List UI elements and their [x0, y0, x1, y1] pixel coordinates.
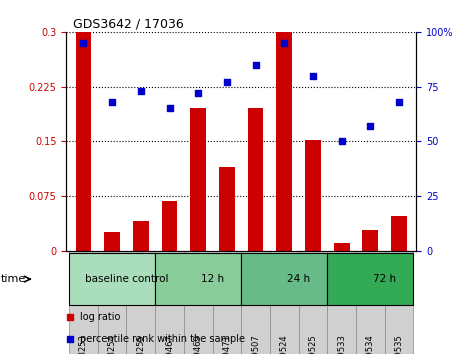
- Point: [194, 90, 202, 96]
- Point: [280, 40, 288, 46]
- FancyBboxPatch shape: [356, 251, 385, 354]
- Point: [137, 88, 145, 94]
- Point: [252, 62, 259, 68]
- Text: GSM269471: GSM269471: [222, 335, 231, 354]
- Point: [108, 99, 116, 105]
- Text: percentile rank within the sample: percentile rank within the sample: [80, 334, 245, 344]
- FancyBboxPatch shape: [69, 251, 98, 354]
- Text: GSM269525: GSM269525: [308, 335, 317, 354]
- Text: GDS3642 / 17036: GDS3642 / 17036: [73, 18, 184, 31]
- FancyBboxPatch shape: [184, 251, 212, 354]
- Text: baseline control: baseline control: [85, 274, 168, 284]
- Text: GSM269507: GSM269507: [251, 335, 260, 354]
- Bar: [276, 32, 292, 251]
- Bar: [190, 108, 206, 251]
- Text: GSM269469: GSM269469: [194, 335, 203, 354]
- Bar: [305, 140, 321, 251]
- Text: log ratio: log ratio: [80, 312, 121, 322]
- FancyBboxPatch shape: [212, 251, 241, 354]
- FancyBboxPatch shape: [270, 251, 298, 354]
- FancyBboxPatch shape: [155, 251, 184, 354]
- Text: time: time: [1, 274, 26, 284]
- FancyBboxPatch shape: [69, 253, 155, 305]
- Text: GSM269467: GSM269467: [165, 335, 174, 354]
- Bar: [162, 201, 177, 251]
- Text: 24 h: 24 h: [287, 274, 310, 284]
- Point: [338, 138, 345, 144]
- FancyBboxPatch shape: [241, 251, 270, 354]
- Text: GSM269524: GSM269524: [280, 335, 289, 354]
- Text: 12 h: 12 h: [201, 274, 224, 284]
- Bar: [334, 243, 350, 251]
- Bar: [104, 233, 120, 251]
- Point: [309, 73, 317, 79]
- Point: [223, 79, 231, 85]
- Bar: [248, 108, 263, 251]
- FancyBboxPatch shape: [126, 251, 155, 354]
- Point: [395, 99, 403, 105]
- Point: [269, 253, 277, 258]
- Text: GSM268253: GSM268253: [79, 335, 88, 354]
- Text: GSM269534: GSM269534: [366, 335, 375, 354]
- Point: [269, 56, 277, 62]
- FancyBboxPatch shape: [298, 251, 327, 354]
- Point: [166, 105, 173, 111]
- Bar: [362, 230, 378, 251]
- FancyBboxPatch shape: [241, 253, 327, 305]
- Text: GSM268254: GSM268254: [108, 335, 117, 354]
- Point: [79, 40, 87, 46]
- Text: 72 h: 72 h: [373, 274, 396, 284]
- Bar: [391, 216, 407, 251]
- Point: [367, 123, 374, 129]
- FancyBboxPatch shape: [98, 251, 126, 354]
- Text: GSM268255: GSM268255: [136, 335, 145, 354]
- FancyBboxPatch shape: [155, 253, 241, 305]
- Bar: [219, 167, 235, 251]
- Bar: [76, 32, 91, 251]
- Bar: [133, 222, 149, 251]
- FancyBboxPatch shape: [385, 251, 413, 354]
- FancyBboxPatch shape: [327, 251, 356, 354]
- Text: GSM269533: GSM269533: [337, 335, 346, 354]
- FancyBboxPatch shape: [327, 253, 413, 305]
- Text: GSM269535: GSM269535: [394, 335, 403, 354]
